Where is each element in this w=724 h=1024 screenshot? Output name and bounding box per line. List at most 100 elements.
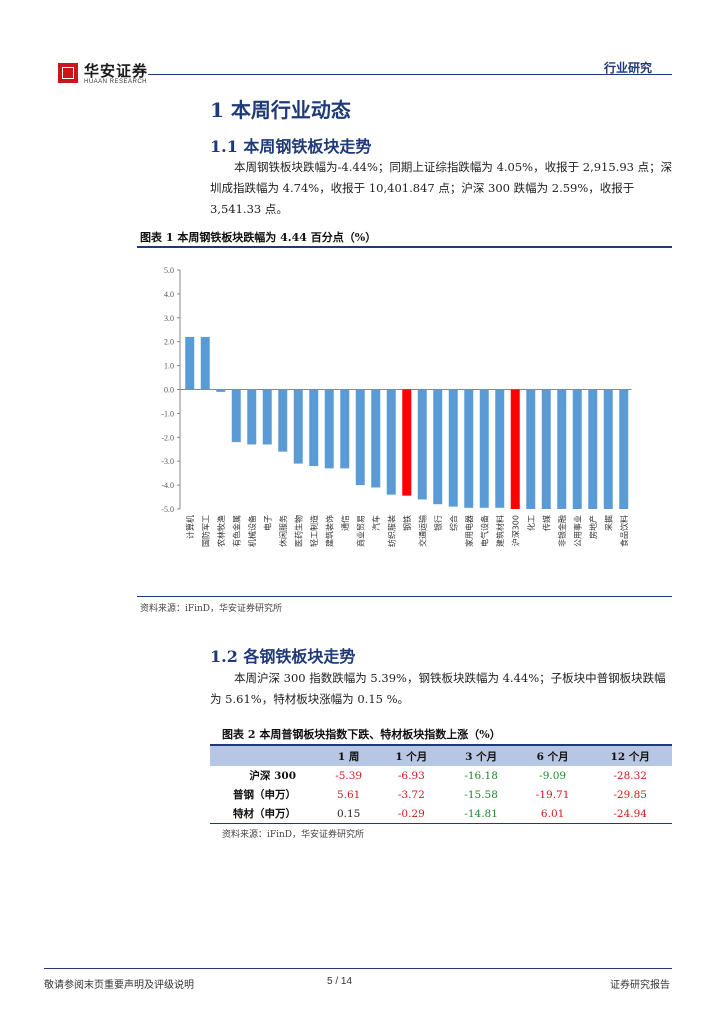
y-tick-label: 0.0 [164,386,174,395]
y-tick-label: 1.0 [164,362,174,371]
bar [510,389,520,509]
bar [619,389,629,509]
x-tick-label: 家用电器 [464,515,474,547]
table-cell: -28.32 [613,769,647,782]
x-tick-label: 公用事业 [572,515,582,547]
logo-icon [58,63,78,83]
x-tick-label: 农林牧渔 [216,515,226,547]
table-row: 特材（申万） 0.15 -0.29 -14.81 6.01 -24.94 [210,804,672,824]
figure1-title: 图表 1 本周钢铁板块跌幅为 4.44 百分点（%） [140,231,377,244]
table-cell: -9.09 [539,769,567,782]
x-tick-label: 有色金属 [231,515,241,547]
x-tick-label: 食品饮料 [619,515,629,547]
y-tick-label: -2.0 [161,433,174,442]
page-number: 5 / 14 [327,976,353,987]
table-cell: -24.94 [588,804,672,824]
bar [216,389,226,392]
table-header-cell: 6 个月 [516,744,589,766]
bar [262,389,272,445]
x-tick-label: 交通运输 [417,515,427,547]
footer-divider [44,968,672,969]
x-tick-label: 化工 [526,515,536,531]
table-cell: -15.58 [464,788,498,801]
paragraph-steel-trend: 本周钢铁板块跌幅为-4.44%；同期上证综指跌幅为 4.05%，收报于 2,91… [210,160,673,216]
x-tick-label: 钢铁 [402,515,412,531]
table-cell: -0.29 [377,804,446,824]
x-tick-label: 计算机 [185,515,195,539]
bar [247,389,257,445]
bar [309,389,319,466]
bar [340,389,350,469]
table-header-cell: 1 周 [320,744,378,766]
x-tick-label: 机械设备 [247,515,257,547]
performance-table: 1 周 1 个月 3 个月 6 个月 12 个月 沪深 300 -5.39 -6.9… [210,744,672,824]
table-row-label: 特材（申万） [210,804,320,824]
x-tick-label: 房地产 [588,515,598,539]
table-header-cell [210,744,320,766]
table-header-cell: 1 个月 [377,744,446,766]
bar [355,389,365,486]
y-tick-label: 2.0 [164,338,174,347]
bar [278,389,288,452]
bar [572,389,582,509]
x-tick-label: 国防军工 [200,515,210,547]
header-divider [148,74,672,75]
x-tick-label: 轻工制造 [309,515,319,547]
x-tick-label: 沪深300 [510,515,520,546]
bar-chart: 5.0 4.0 3.0 2.0 1.0 0.0 -1.0 -2.0 -3.0 -4.0 -5.0 计算… [161,266,632,547]
bar [557,389,567,509]
footer-report-type: 证券研究报告 [610,980,670,991]
bar [526,389,536,509]
table-cell: 0.15 [320,804,378,824]
table-cell: -6.93 [397,769,425,782]
bar [588,389,598,509]
x-tick-label: 医药生物 [293,515,303,547]
x-tick-label: 银行 [433,515,443,531]
table-cell: -5.39 [335,769,363,782]
x-tick-label: 非银金融 [557,515,567,547]
table-row-label: 普钢（申万） [233,789,296,801]
table-cell: -16.18 [464,769,498,782]
x-tick-label: 建筑材料 [495,515,505,547]
x-tick-label: 传媒 [541,515,551,531]
table-cell: 6.01 [516,804,589,824]
table-cell: 5.61 [336,788,361,801]
header-category: 行业研究 [604,61,653,75]
y-tick-label: -3.0 [161,457,174,466]
bar [185,336,195,390]
bar [371,389,381,488]
paragraph-sub-sectors: 本周沪深 300 指数跌幅为 5.39%，钢铁板块跌幅为 4.44%；子板块中普… [210,671,666,706]
subsection-title-steel-trend: 1.1 本周钢铁板块走势 [210,137,372,156]
x-tick-label: 综合 [448,515,458,531]
figure1-top-rule [137,246,672,248]
bar [417,389,427,500]
table-header-row: 1 周 1 个月 3 个月 6 个月 12 个月 [210,744,672,766]
x-tick-label: 采掘 [603,515,613,531]
table-header-cell: 3 个月 [445,744,517,766]
table-cell: -14.81 [445,804,517,824]
table-row-label: 沪深 300 [249,770,296,782]
bar [402,389,412,496]
x-tick-label: 电气设备 [479,515,489,547]
figure1-bottom-rule [137,596,672,597]
table-title: 图表 2 本周普钢板块指数下跌、特材板块指数上涨（%） [222,728,501,741]
section-title: 1 本周行业动态 [210,98,351,122]
x-tick-label: 汽车 [371,515,381,531]
subsection-title-sub-sectors: 1.2 各钢铁板块走势 [210,647,356,666]
x-tick-label: 纺织服装 [386,515,396,547]
table-source: 资料来源：iFinD，华安证券研究所 [222,830,365,840]
table-row: 沪深 300 -5.39 -6.93 -16.18 -9.09 -28.32 [210,766,672,785]
figure1-source: 资料来源：iFinD，华安证券研究所 [140,604,283,614]
x-tick-label: 电子 [262,515,272,531]
y-tick-label: 5.0 [164,266,174,275]
bar [464,389,474,508]
table-cell: -3.72 [397,788,425,801]
x-tick-label: 建筑装饰 [324,515,334,547]
bar [200,336,210,390]
table-row: 普钢（申万） 5.61 -3.72 -15.58 -19.71 -29.85 [210,785,672,804]
bar [479,389,489,508]
table-cell: -19.71 [535,788,570,801]
logo-text: 华安证券 [84,62,149,80]
bar [603,389,613,509]
bar [541,389,551,509]
